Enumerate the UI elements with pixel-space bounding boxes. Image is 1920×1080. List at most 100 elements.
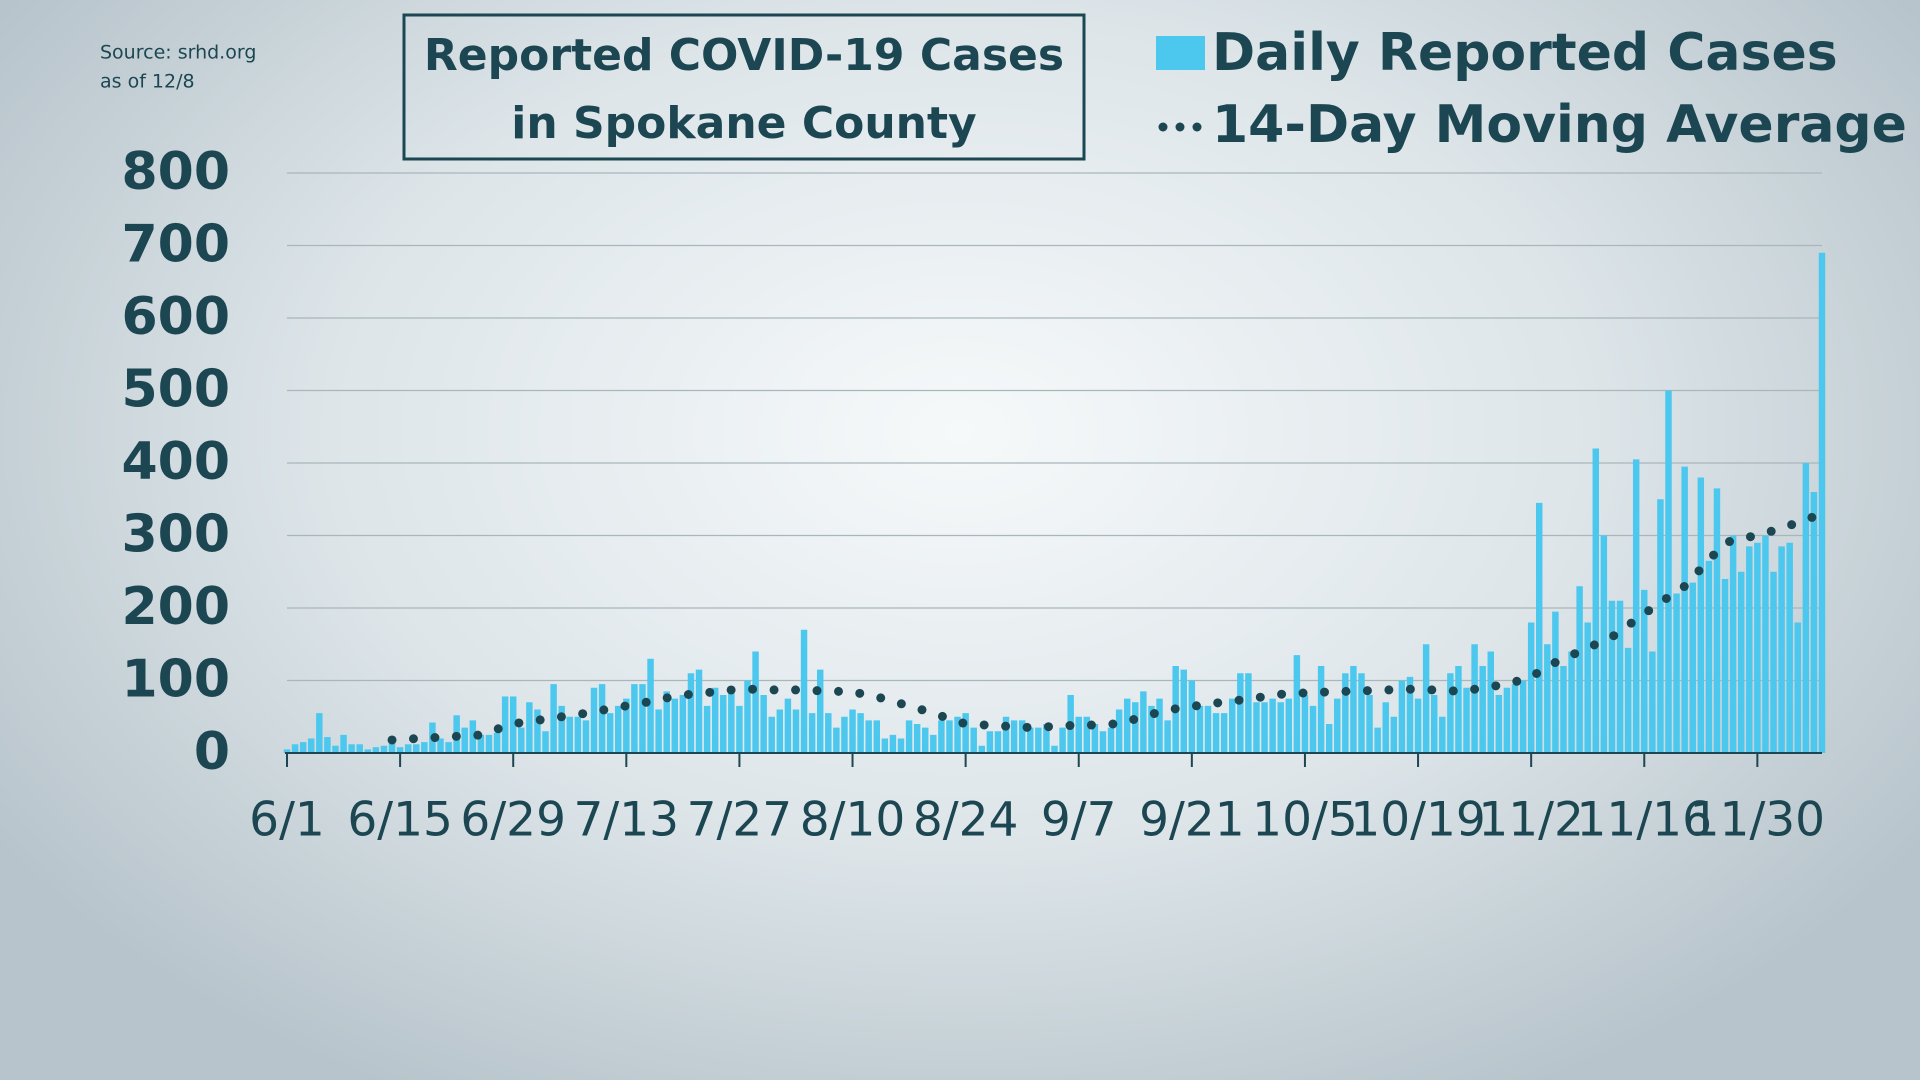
bar (1762, 535, 1769, 753)
bar (1495, 695, 1503, 753)
bar (1519, 680, 1527, 753)
bar (550, 684, 557, 753)
bar (1746, 546, 1753, 753)
bar (695, 669, 703, 753)
bar (1471, 644, 1478, 753)
y-tick-label: 700 (121, 215, 230, 275)
bar (1366, 695, 1373, 753)
y-tick-label: 300 (121, 505, 230, 565)
bar (930, 734, 937, 753)
bar (994, 731, 1002, 753)
bar (1455, 666, 1462, 753)
bar (1140, 691, 1147, 753)
bar (1713, 488, 1721, 753)
bar (542, 731, 549, 753)
bar (1576, 586, 1583, 753)
chart-title: in Spokane County (511, 98, 976, 149)
bar (590, 687, 598, 753)
bar (566, 716, 573, 753)
bar (1511, 684, 1519, 753)
bar (913, 724, 921, 753)
bar (1592, 448, 1600, 753)
bar (1261, 702, 1268, 753)
bar (1503, 687, 1511, 753)
bar (1115, 709, 1123, 753)
bar (1220, 713, 1228, 753)
bar (986, 731, 994, 753)
bar (752, 651, 759, 753)
bar (792, 709, 800, 753)
bar (663, 691, 670, 753)
bar (1398, 680, 1406, 753)
bar (841, 716, 848, 753)
bar (1156, 698, 1163, 753)
bar (1536, 502, 1543, 753)
bar (1123, 698, 1131, 753)
bar (1293, 655, 1301, 753)
bar (574, 716, 582, 753)
bar (1794, 622, 1801, 753)
bar (1212, 713, 1220, 753)
bar (1406, 676, 1414, 753)
bar (1132, 702, 1139, 753)
bar (905, 720, 913, 753)
bar (768, 716, 775, 753)
bar (1010, 720, 1018, 753)
bar (364, 749, 372, 753)
bar (962, 713, 969, 753)
bar (816, 669, 824, 753)
bar (744, 680, 751, 753)
bar (396, 747, 404, 753)
bar (1099, 731, 1107, 753)
bar (1487, 651, 1494, 753)
bar (404, 744, 412, 753)
bar (1754, 542, 1761, 753)
bar (437, 738, 444, 753)
y-tick-label: 400 (121, 432, 230, 492)
bar (461, 727, 468, 753)
bar (1729, 535, 1737, 753)
bar (808, 713, 816, 753)
bar (623, 698, 630, 753)
bar (946, 720, 953, 753)
bar (800, 629, 808, 753)
bar (1350, 666, 1357, 753)
x-tick-label: 9/7 (1041, 793, 1117, 848)
bar (825, 713, 832, 753)
bar (1608, 600, 1616, 753)
bar (1091, 724, 1099, 753)
bar (1382, 702, 1389, 753)
bar (922, 727, 929, 753)
x-tick-label: 8/24 (913, 793, 1019, 848)
bar (340, 734, 347, 753)
bar (728, 691, 735, 753)
bar (332, 745, 339, 753)
bar (1439, 716, 1446, 753)
bar (1075, 716, 1082, 753)
bar (631, 684, 638, 753)
x-tick-label: 9/21 (1139, 793, 1245, 848)
x-tick-label: 7/13 (574, 793, 680, 848)
bar (970, 727, 977, 753)
x-tick-label: 11/2 (1478, 793, 1584, 848)
bar (1002, 716, 1010, 753)
bar (1083, 716, 1091, 753)
x-tick-label: 8/10 (800, 793, 906, 848)
bar (1196, 705, 1204, 753)
bar (1245, 673, 1252, 753)
bar (703, 705, 711, 753)
bar (1479, 666, 1486, 753)
bar (776, 709, 784, 753)
bar (1188, 680, 1196, 753)
bar (1374, 727, 1381, 753)
bar (1681, 466, 1688, 753)
legend-label: Daily Reported Cases (1212, 23, 1838, 83)
bar (760, 695, 767, 753)
chart-title: Reported COVID-19 Cases (424, 30, 1064, 81)
bar (1059, 727, 1066, 753)
x-tick-label: 11/16 (1577, 793, 1712, 848)
bar (1414, 698, 1422, 753)
bar (1358, 673, 1365, 753)
